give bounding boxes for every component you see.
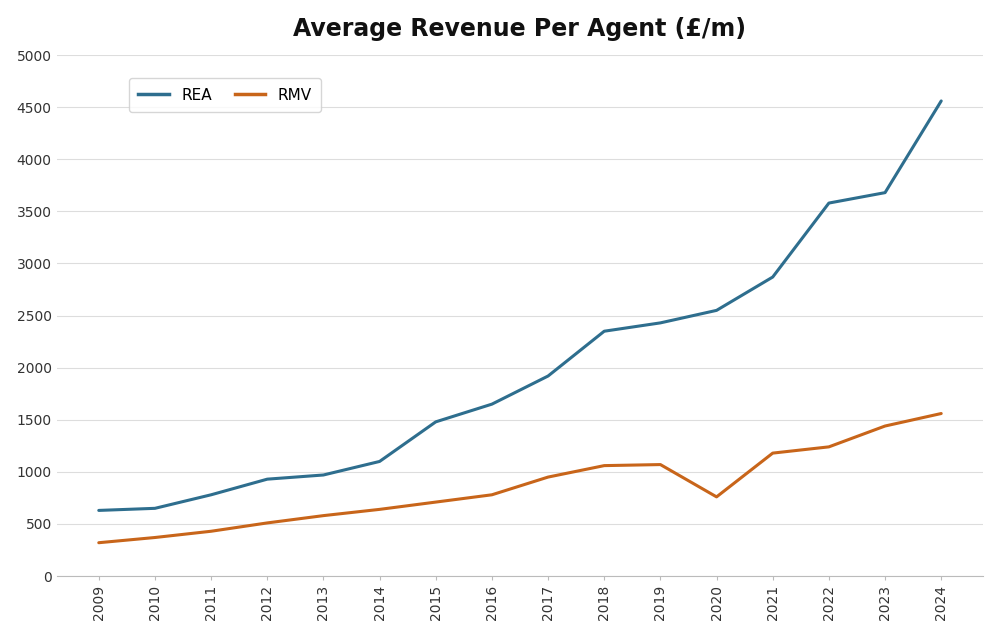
REA (430, 418, 442, 426)
REA (149, 505, 161, 512)
RMV (767, 449, 779, 457)
RMV (598, 462, 610, 469)
REA (317, 471, 329, 479)
REA (654, 319, 666, 327)
RMV (205, 527, 217, 535)
RMV (711, 493, 723, 501)
RMV (430, 498, 442, 506)
RMV (879, 422, 891, 430)
Title: Average Revenue Per Agent (£/m): Average Revenue Per Agent (£/m) (293, 17, 746, 41)
RMV (93, 539, 105, 547)
RMV (935, 410, 947, 417)
REA (767, 273, 779, 281)
RMV (823, 443, 835, 451)
REA (93, 506, 105, 514)
REA (486, 400, 498, 408)
RMV (374, 506, 386, 513)
REA (205, 491, 217, 499)
RMV (486, 491, 498, 499)
REA (823, 199, 835, 207)
Line: REA: REA (99, 101, 941, 510)
REA (261, 475, 273, 483)
REA (598, 327, 610, 335)
RMV (317, 512, 329, 519)
REA (542, 372, 554, 380)
REA (879, 189, 891, 196)
REA (935, 97, 947, 104)
RMV (542, 473, 554, 481)
REA (374, 457, 386, 465)
Line: RMV: RMV (99, 413, 941, 543)
REA (711, 306, 723, 314)
Legend: REA, RMV: REA, RMV (129, 78, 321, 111)
RMV (261, 519, 273, 527)
RMV (149, 534, 161, 541)
RMV (654, 461, 666, 468)
